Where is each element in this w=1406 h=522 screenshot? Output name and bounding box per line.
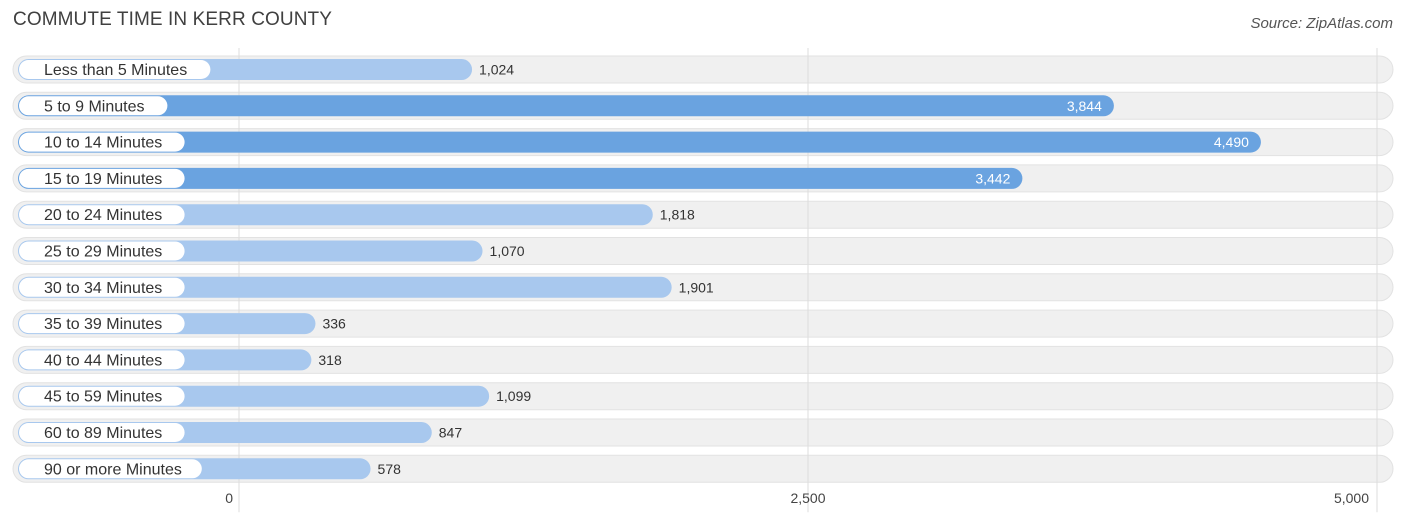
bar — [18, 167, 1023, 189]
value-label: 318 — [318, 352, 342, 368]
bar-overlays: Less than 5 Minutes 1,024 5 to 9 Minutes 3,… — [18, 59, 1261, 480]
x-tick-label: 0 — [225, 490, 233, 506]
value-label: 336 — [322, 316, 346, 332]
category-label: 15 to 19 Minutes — [44, 171, 162, 188]
bar — [18, 95, 1114, 117]
category-pill — [19, 314, 185, 334]
value-label: 4,490 — [1214, 134, 1249, 150]
category-label: Less than 5 Minutes — [44, 62, 187, 79]
category-pill — [19, 459, 202, 479]
category-label: 35 to 39 Minutes — [44, 316, 162, 333]
category-label: 5 to 9 Minutes — [44, 98, 145, 115]
value-label: 3,442 — [975, 170, 1010, 186]
value-label: 847 — [439, 425, 463, 441]
bar-rows — [12, 55, 1394, 483]
x-tick-label: 2,500 — [790, 490, 825, 506]
chart-title: COMMUTE TIME IN KERR COUNTY — [13, 9, 333, 30]
value-label: 578 — [378, 461, 402, 477]
category-pill — [19, 386, 185, 406]
value-label: 1,818 — [660, 207, 695, 223]
category-label: 45 to 59 Minutes — [44, 389, 162, 406]
category-label: 40 to 44 Minutes — [44, 352, 162, 369]
category-pill — [19, 423, 185, 442]
x-tick-label: 5,000 — [1334, 490, 1369, 506]
source-label: Source: ZipAtlas.com — [1250, 15, 1393, 32]
category-pill — [19, 96, 168, 116]
value-label: 1,024 — [479, 62, 514, 78]
category-label: 90 or more Minutes — [44, 461, 182, 478]
row-track — [12, 345, 1394, 374]
category-label: 60 to 89 Minutes — [44, 425, 162, 442]
bar — [18, 131, 1261, 153]
category-pill — [19, 168, 185, 188]
category-label: 20 to 24 Minutes — [44, 207, 162, 224]
value-label: 1,070 — [490, 243, 525, 259]
value-label: 1,901 — [679, 279, 714, 295]
category-pill — [19, 60, 211, 79]
category-label: 30 to 34 Minutes — [44, 280, 162, 297]
value-label: 3,844 — [1067, 98, 1102, 114]
value-label: 1,099 — [496, 388, 531, 404]
category-pill — [19, 205, 185, 225]
category-pill — [19, 132, 185, 152]
row-track — [12, 309, 1394, 338]
category-pill — [19, 350, 185, 370]
category-label: 25 to 29 Minutes — [44, 244, 162, 261]
category-pill — [19, 241, 185, 261]
category-label: 10 to 14 Minutes — [44, 135, 162, 152]
category-pill — [19, 277, 185, 297]
